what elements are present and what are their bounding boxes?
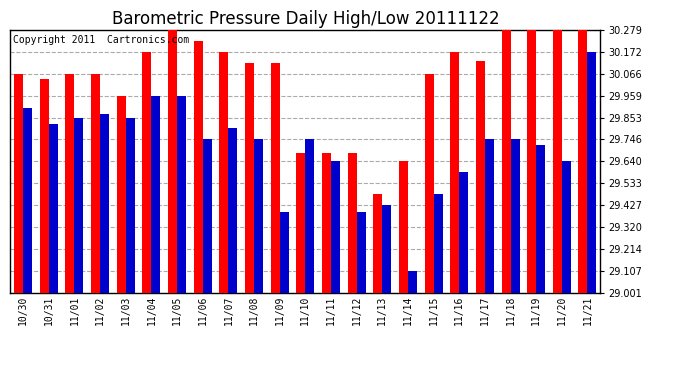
Bar	[142, 52, 151, 292]
Bar	[40, 79, 49, 292]
Bar	[476, 61, 485, 292]
Bar	[203, 140, 212, 292]
Bar	[245, 63, 254, 292]
Bar	[23, 108, 32, 292]
Bar	[177, 96, 186, 292]
Bar	[578, 30, 587, 292]
Bar	[424, 74, 433, 292]
Bar	[168, 30, 177, 292]
Bar	[91, 74, 100, 292]
Bar	[399, 161, 408, 292]
Bar	[228, 128, 237, 292]
Bar	[75, 117, 83, 292]
Bar	[451, 52, 460, 292]
Title: Barometric Pressure Daily High/Low 20111122: Barometric Pressure Daily High/Low 20111…	[112, 10, 499, 28]
Bar	[331, 161, 340, 292]
Bar	[536, 145, 545, 292]
Bar	[151, 96, 160, 292]
Bar	[194, 41, 203, 292]
Bar	[100, 114, 109, 292]
Bar	[14, 74, 23, 292]
Text: Copyright 2011  Cartronics.com: Copyright 2011 Cartronics.com	[13, 35, 190, 45]
Bar	[305, 140, 315, 292]
Bar	[66, 74, 75, 292]
Bar	[382, 205, 391, 292]
Bar	[322, 153, 331, 292]
Bar	[49, 124, 58, 292]
Bar	[126, 117, 135, 292]
Bar	[279, 211, 288, 292]
Bar	[502, 30, 511, 292]
Bar	[270, 63, 279, 292]
Bar	[254, 140, 263, 292]
Bar	[408, 271, 417, 292]
Bar	[296, 153, 305, 292]
Bar	[562, 161, 571, 292]
Bar	[553, 30, 562, 292]
Bar	[357, 211, 366, 292]
Bar	[485, 140, 494, 292]
Bar	[511, 140, 520, 292]
Bar	[373, 194, 382, 292]
Bar	[527, 30, 536, 292]
Bar	[219, 52, 228, 292]
Bar	[433, 194, 442, 292]
Bar	[460, 171, 469, 292]
Bar	[348, 153, 357, 292]
Bar	[117, 96, 126, 292]
Bar	[587, 52, 596, 292]
